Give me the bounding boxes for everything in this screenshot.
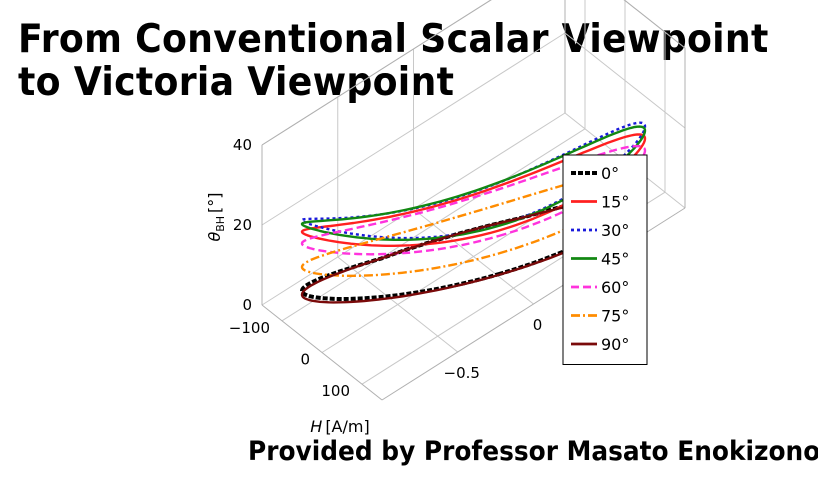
legend-label: 0° — [601, 164, 619, 183]
credit-text: Provided by Professor Masato Enokizono — [248, 436, 818, 467]
z-tick-label: 0 — [242, 296, 252, 314]
axis-edge — [623, 0, 686, 49]
z-axis-label: θBH[°] — [205, 192, 227, 241]
legend-label: 45° — [601, 250, 629, 269]
legend-label: 30° — [601, 221, 629, 240]
axis-edge — [261, 0, 492, 146]
y-tick-label: −0.5 — [444, 364, 480, 382]
title-line-1: From Conventional Scalar Viewpoint — [18, 17, 769, 62]
title-line-2: to Victoria Viewpoint — [18, 60, 455, 105]
x-tick-label: 0 — [300, 351, 310, 369]
x-tick-label: 100 — [321, 382, 350, 400]
grid-line — [337, 256, 459, 353]
y-tick-label: 0 — [533, 316, 543, 334]
axis-edge — [261, 304, 383, 401]
x-axis-label: H [A/m] — [310, 417, 369, 436]
z-tick-label: 40 — [233, 136, 252, 154]
legend-label: 90° — [601, 335, 629, 354]
chart-ticks: 0 20 40 −100 0 100 −0.5 0 — [229, 136, 542, 400]
chart-legend: 0° 15° 30° 45° 60° 75° 90° — [562, 154, 648, 365]
x-tick-label: −100 — [229, 319, 270, 337]
chart-axis-labels: θBH[°]H[A/m]B[T] — [205, 192, 624, 436]
legend-label: 15° — [601, 193, 629, 212]
z-tick-label: 20 — [233, 216, 252, 234]
slide-title: From Conventional Scalar Viewpoint to Vi… — [18, 18, 818, 104]
series-line-3 — [300, 125, 647, 241]
legend-label: 75° — [601, 307, 629, 326]
legend-label: 60° — [601, 278, 629, 297]
